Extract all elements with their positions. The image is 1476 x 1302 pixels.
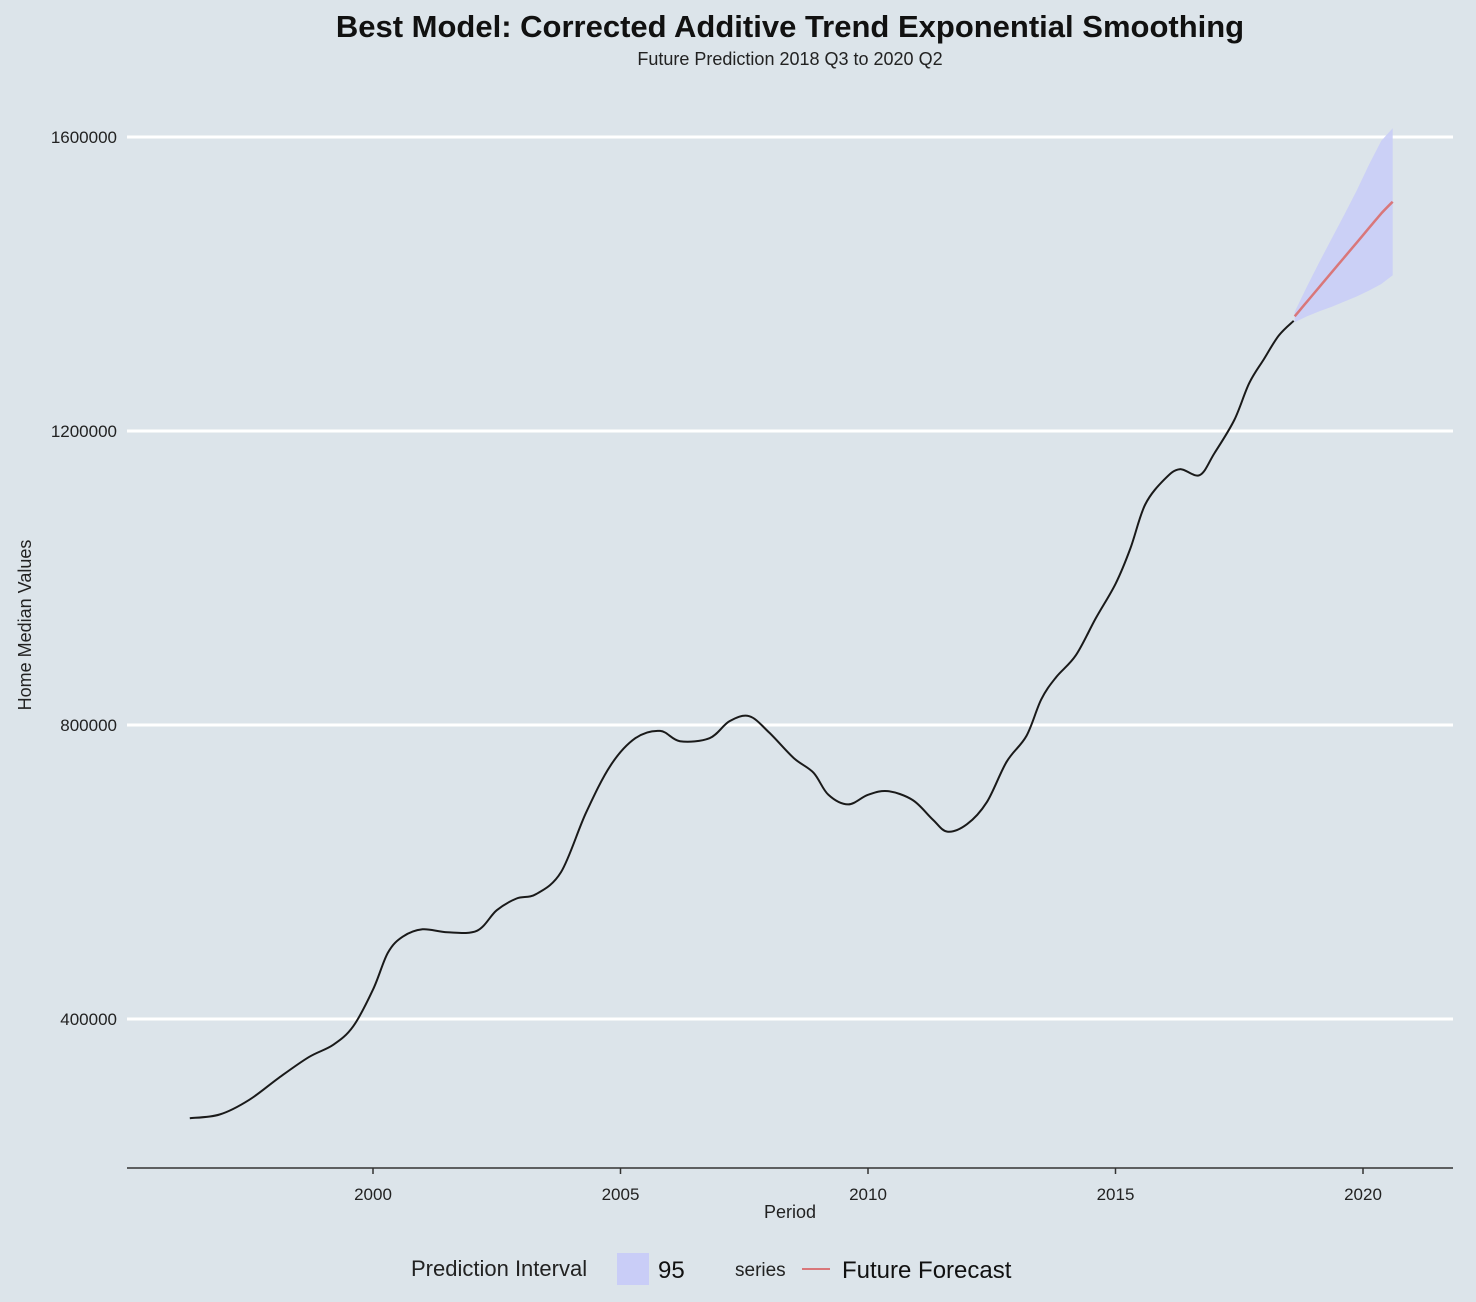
prediction-interval-band-group: [1294, 128, 1393, 323]
legend-interval-swatch: [617, 1253, 649, 1285]
x-tick-label-2015: 2015: [1097, 1185, 1135, 1204]
history-line: [189, 320, 1295, 1120]
x-tick-label-2010: 2010: [849, 1185, 887, 1204]
forecast-line: [1293, 200, 1394, 318]
x-tick-label-2000: 2000: [354, 1185, 392, 1204]
y-axis-title: Home Median Values: [15, 540, 35, 711]
x-axis-title: Period: [764, 1202, 816, 1222]
x-tick-label-2005: 2005: [602, 1185, 640, 1204]
chart-subtitle: Future Prediction 2018 Q3 to 2020 Q2: [637, 49, 942, 69]
legend-interval-title: Prediction Interval: [411, 1256, 587, 1281]
y-tick-label-1200000: 1200000: [51, 422, 117, 441]
prediction-interval-band: [1294, 128, 1393, 323]
x-axis-ticks: 2000 2005 2010 2015 2020: [354, 1168, 1382, 1204]
series-lines: [189, 200, 1394, 1120]
y-axis-ticks: 400000 800000 1200000 1600000: [51, 128, 117, 1029]
chart-title: Best Model: Corrected Additive Trend Exp…: [336, 9, 1244, 44]
y-tick-label-400000: 400000: [60, 1010, 117, 1029]
x-tick-label-2020: 2020: [1344, 1185, 1382, 1204]
legend: Prediction Interval 95 series Future For…: [411, 1253, 1012, 1285]
y-tick-label-800000: 800000: [60, 716, 117, 735]
legend-forecast-label: Future Forecast: [842, 1257, 1012, 1284]
legend-interval-label: 95: [658, 1257, 685, 1284]
gridlines: [127, 135, 1453, 1021]
legend-series-title: series: [735, 1260, 786, 1281]
y-tick-label-1600000: 1600000: [51, 128, 117, 147]
